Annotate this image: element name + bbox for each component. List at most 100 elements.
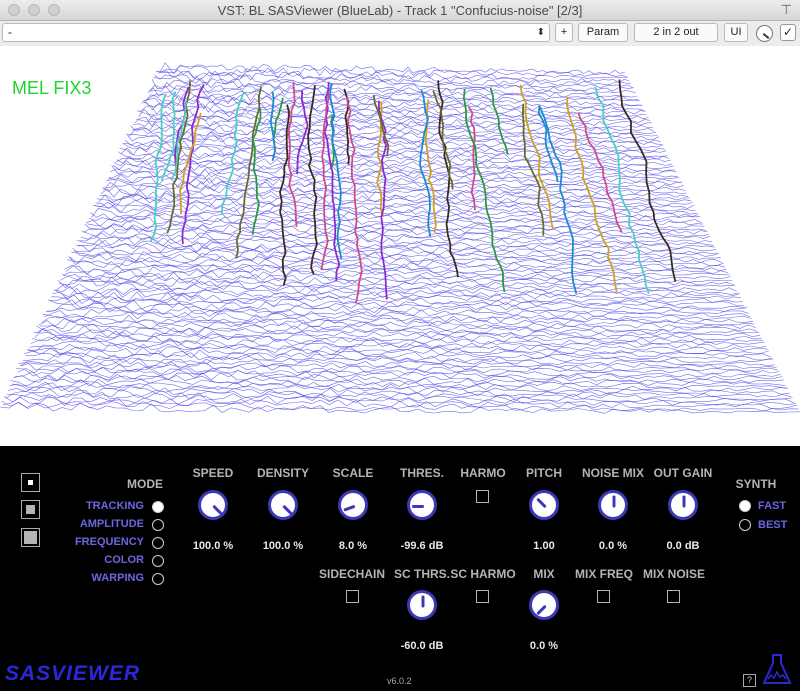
partial-track bbox=[307, 85, 318, 275]
partial-track bbox=[521, 103, 545, 236]
wireframe-row bbox=[95, 199, 696, 212]
mode-option-warping[interactable]: WARPING bbox=[91, 572, 144, 584]
mode-radio-frequency[interactable] bbox=[152, 537, 164, 549]
wireframe-row bbox=[144, 94, 642, 106]
wireframe-row bbox=[64, 265, 730, 277]
mix-freq-checkbox[interactable] bbox=[597, 590, 610, 603]
io-button[interactable]: 2 in 2 out bbox=[634, 23, 718, 42]
wireframe-row bbox=[48, 299, 748, 312]
wireframe-row bbox=[106, 176, 684, 189]
mode-option-frequency[interactable]: FREQUENCY bbox=[74, 536, 144, 548]
pin-icon[interactable]: ⊤ bbox=[780, 2, 792, 17]
wireframe-row bbox=[139, 105, 648, 117]
wireframe-row bbox=[13, 374, 786, 387]
threshold-knob[interactable] bbox=[407, 490, 437, 520]
partial-track bbox=[235, 86, 263, 259]
mix-label: MIX bbox=[533, 567, 555, 581]
wireframe-row bbox=[0, 402, 800, 414]
harmo-checkbox[interactable] bbox=[476, 490, 489, 503]
view-size-large-button[interactable] bbox=[21, 528, 40, 547]
wireframe-row bbox=[154, 74, 631, 86]
partial-track bbox=[519, 84, 554, 230]
wireframe-row bbox=[1, 400, 799, 412]
mix-noise-checkbox[interactable] bbox=[667, 590, 680, 603]
preset-select[interactable]: - ⬍ bbox=[2, 23, 550, 42]
partial-track bbox=[166, 81, 191, 234]
mode-radio-warping[interactable] bbox=[152, 573, 164, 585]
wireframe-row bbox=[100, 188, 690, 201]
sidechain-label: SIDECHAIN bbox=[318, 567, 385, 581]
wireframe-row bbox=[33, 331, 764, 344]
wireframe-row bbox=[71, 251, 723, 263]
close-window-button[interactable] bbox=[8, 4, 20, 16]
synth-radio-fast[interactable] bbox=[739, 500, 751, 512]
partial-track bbox=[419, 89, 432, 238]
pitch-knob[interactable] bbox=[529, 490, 559, 520]
wireframe-row bbox=[10, 380, 789, 392]
threshold-label: THRES. bbox=[399, 466, 444, 480]
host-gain-knob[interactable] bbox=[756, 25, 773, 42]
minimize-window-button[interactable] bbox=[28, 4, 40, 16]
wireframe-row bbox=[79, 235, 714, 246]
wireframe-row bbox=[104, 179, 686, 192]
wireframe-row bbox=[21, 357, 777, 369]
mode-radio-amplitude[interactable] bbox=[152, 519, 164, 531]
mode-radio-color[interactable] bbox=[152, 555, 164, 567]
density-label: DENSITY bbox=[256, 466, 309, 480]
wireframe-row bbox=[112, 162, 677, 175]
wireframe-row bbox=[91, 208, 701, 220]
out-gain-knob[interactable] bbox=[668, 490, 698, 520]
partial-track bbox=[221, 92, 245, 215]
speed-knob[interactable] bbox=[198, 490, 228, 520]
mode-option-amplitude[interactable]: AMPLITUDE bbox=[79, 518, 144, 530]
add-preset-button[interactable]: + bbox=[555, 23, 573, 42]
mode-option-color[interactable]: COLOR bbox=[104, 554, 144, 566]
ui-button[interactable]: UI bbox=[724, 23, 748, 42]
partial-track bbox=[251, 108, 262, 235]
wireframe-row bbox=[133, 120, 655, 132]
wireframe-row bbox=[138, 108, 649, 120]
title-bar: VST: BL SASViewer (BlueLab) - Track 1 "C… bbox=[0, 0, 800, 21]
preset-value: - bbox=[8, 25, 12, 39]
scale-knob[interactable] bbox=[338, 490, 368, 520]
synth-radio-best[interactable] bbox=[739, 519, 751, 531]
mix-knob[interactable] bbox=[529, 590, 559, 620]
density-knob[interactable] bbox=[268, 490, 298, 520]
wireframe-row bbox=[108, 170, 681, 183]
mix-freq-label: MIX FREQ bbox=[574, 567, 633, 581]
wireframe-row bbox=[40, 317, 756, 329]
sc-harmo-checkbox[interactable] bbox=[476, 590, 489, 603]
view-mode-label: MEL FIX3 bbox=[12, 78, 92, 98]
host-toolbar: - ⬍ + Param 2 in 2 out UI bbox=[0, 21, 800, 47]
wireframe-row bbox=[51, 294, 745, 306]
partial-track bbox=[372, 94, 390, 156]
partial-track bbox=[539, 107, 578, 294]
wireframe-row bbox=[8, 385, 792, 398]
spectrogram-3d-view[interactable] bbox=[0, 46, 800, 446]
wireframe-row bbox=[45, 306, 751, 318]
sidechain-checkbox[interactable] bbox=[346, 590, 359, 603]
wireframe-row bbox=[88, 214, 703, 226]
view-size-medium-button[interactable] bbox=[21, 500, 40, 519]
zoom-window-button[interactable] bbox=[48, 4, 60, 16]
enable-checkbox[interactable]: ✓ bbox=[780, 24, 796, 41]
wireframe-row bbox=[57, 279, 737, 292]
wireframe-row bbox=[114, 159, 676, 172]
wireframe-row bbox=[6, 388, 793, 401]
wireframe-row bbox=[148, 84, 637, 98]
wireframe-row bbox=[12, 378, 787, 389]
wireframe-row bbox=[85, 219, 706, 232]
synth-option-fast[interactable]: FAST bbox=[758, 500, 787, 512]
help-button[interactable]: ? bbox=[743, 674, 756, 687]
wireframe-row bbox=[32, 334, 765, 346]
view-size-small-button[interactable] bbox=[21, 473, 40, 492]
wireframe-row bbox=[18, 362, 780, 375]
mode-option-tracking[interactable]: TRACKING bbox=[85, 500, 144, 512]
synth-option-best[interactable]: BEST bbox=[758, 519, 788, 531]
partial-track bbox=[618, 79, 677, 282]
mode-radio-tracking[interactable] bbox=[152, 501, 164, 513]
param-button[interactable]: Param bbox=[578, 23, 628, 42]
sc-threshold-knob[interactable] bbox=[407, 590, 437, 620]
out-gain-value: 0.0 dB bbox=[666, 540, 700, 552]
noise-mix-knob[interactable] bbox=[598, 490, 628, 520]
